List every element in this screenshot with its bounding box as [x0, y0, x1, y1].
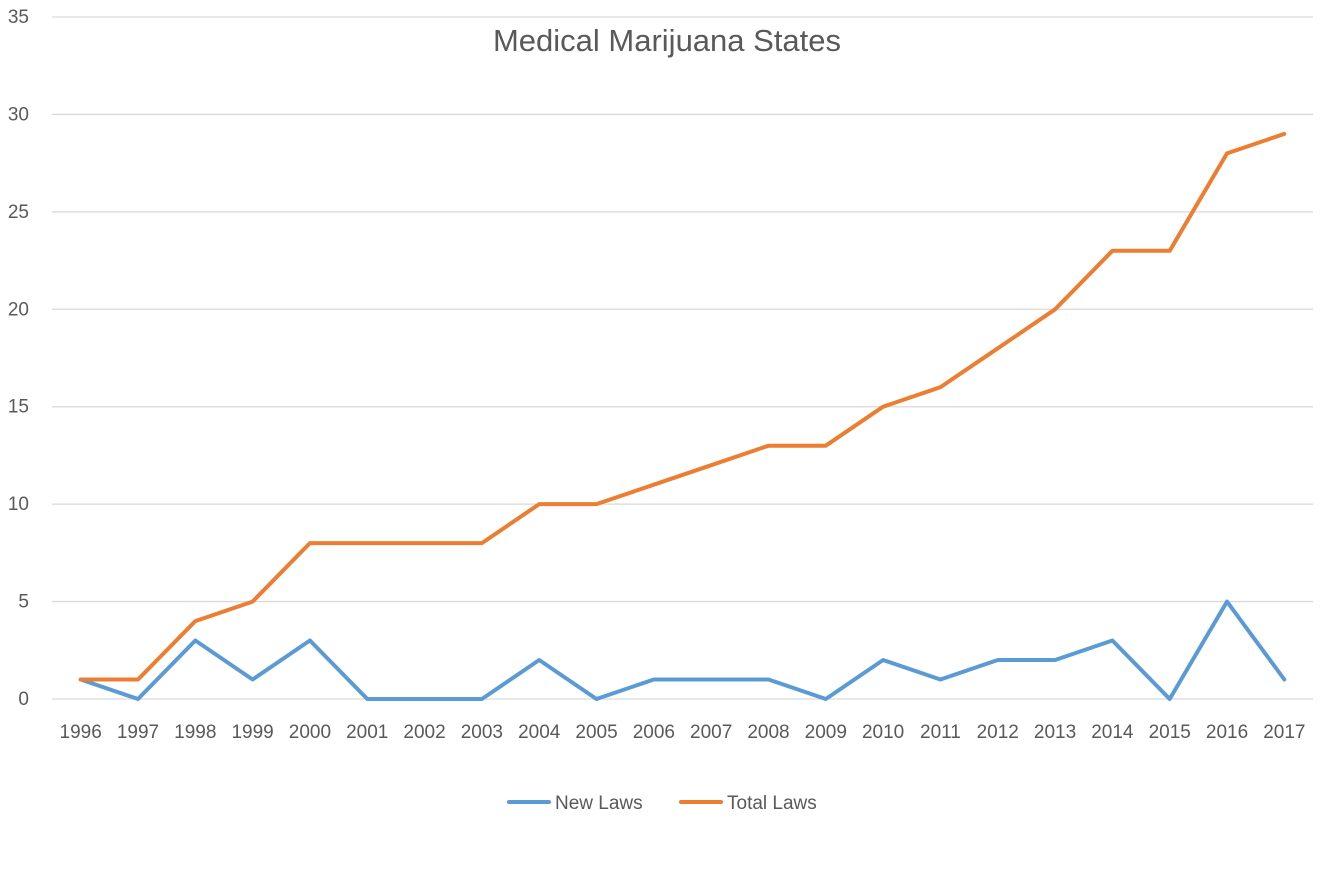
x-tick-label: 2009: [805, 722, 847, 743]
y-tick-label: 25: [8, 202, 29, 223]
x-tick-label: 2008: [747, 722, 789, 743]
x-tick-label: 1998: [174, 722, 216, 743]
y-axis-ticks: 0 5 10 15 20 25 30 35: [8, 7, 29, 710]
legend-label: Total Laws: [727, 793, 817, 814]
x-tick-label: 2005: [575, 722, 617, 743]
x-tick-label: 2012: [977, 722, 1019, 743]
x-tick-label: 2015: [1149, 722, 1191, 743]
x-tick-label: 2006: [633, 722, 675, 743]
x-tick-label: 2017: [1263, 722, 1305, 743]
x-tick-label: 2003: [461, 722, 503, 743]
x-axis-ticks: 1996 1997 1998 1999 2000 2001 2002 2003 2004 2005…: [60, 722, 1306, 743]
legend-label: New Laws: [555, 793, 643, 814]
x-tick-label: 2011: [920, 722, 961, 743]
y-tick-label: 0: [18, 689, 29, 710]
x-tick-label: 1996: [60, 722, 102, 743]
x-tick-label: 2001: [346, 722, 388, 743]
x-tick-label: 2000: [289, 722, 331, 743]
x-tick-label: 2016: [1206, 722, 1248, 743]
x-tick-label: 2002: [403, 722, 445, 743]
chart-title: Medical Marijuana States: [493, 23, 841, 58]
y-tick-label: 20: [8, 299, 29, 320]
x-tick-label: 2013: [1034, 722, 1076, 743]
series-line-total-laws: [78, 131, 1287, 682]
x-tick-label: 2007: [690, 722, 732, 743]
legend: New Laws Total Laws: [507, 793, 817, 814]
x-tick-label: 2004: [518, 722, 561, 743]
x-tick-label: 2014: [1091, 722, 1134, 743]
series-lines: [78, 131, 1287, 701]
y-tick-label: 5: [18, 592, 29, 613]
y-tick-label: 30: [8, 104, 29, 125]
x-tick-label: 1997: [117, 722, 159, 743]
series-line-new-laws: [78, 599, 1287, 701]
y-tick-label: 35: [8, 7, 29, 28]
y-tick-label: 10: [8, 494, 29, 515]
gridlines: [52, 16, 1313, 700]
y-tick-label: 15: [8, 397, 29, 418]
x-tick-label: 1999: [231, 722, 273, 743]
x-tick-label: 2010: [862, 722, 904, 743]
